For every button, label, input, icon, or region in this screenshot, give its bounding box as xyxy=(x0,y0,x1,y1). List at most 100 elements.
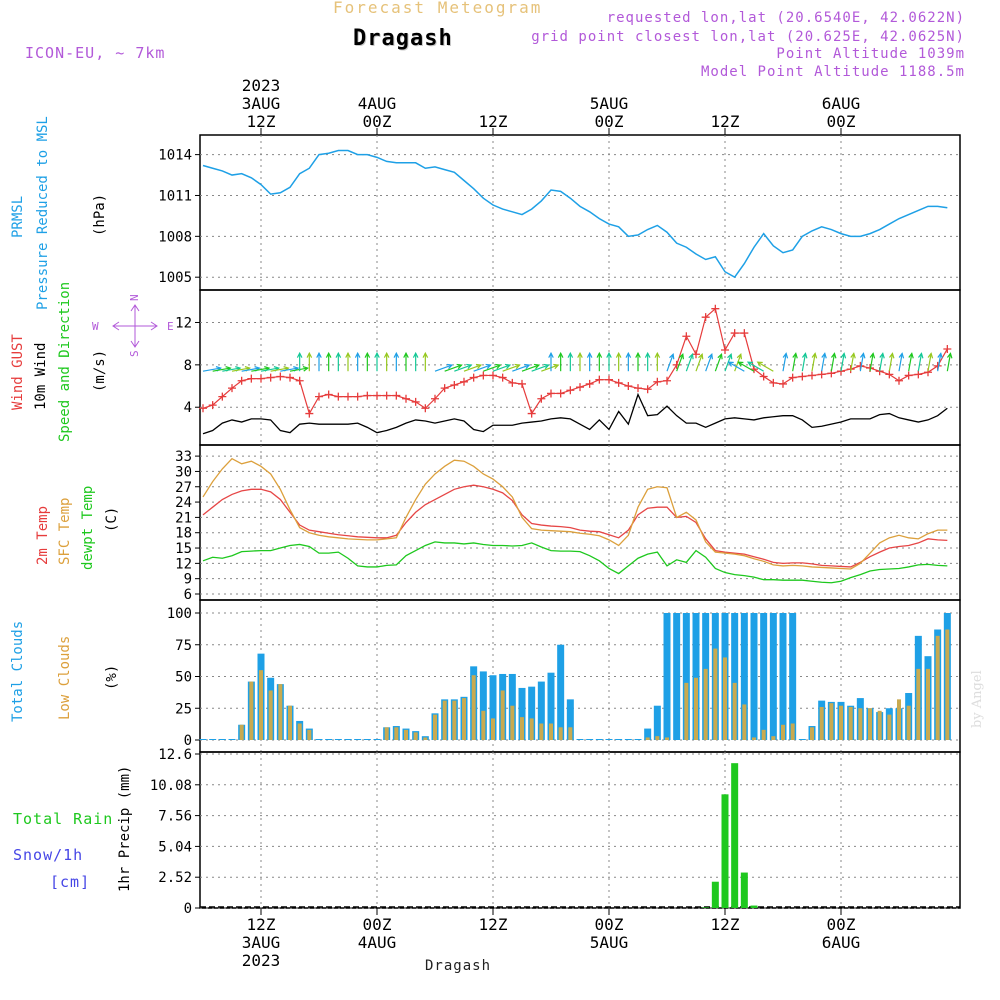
wind-direction-arrow xyxy=(512,364,530,372)
total-cloud-bar xyxy=(595,739,603,740)
gust-marker xyxy=(228,384,236,393)
gust-marker xyxy=(605,375,613,384)
bottom-axis-label: 5AUG xyxy=(590,933,629,952)
gust-marker xyxy=(353,392,362,401)
gust-marker xyxy=(247,374,256,383)
gust-marker xyxy=(421,404,430,413)
low-cloud-bar xyxy=(694,677,698,740)
wind-arrow-head xyxy=(524,363,531,370)
wind-arrow-head xyxy=(364,351,371,358)
total-cloud-bar xyxy=(325,739,333,740)
model-point-altitude: Model Point Altitude 1188.5m xyxy=(700,64,965,80)
low-cloud-bar xyxy=(404,729,408,740)
wind-arrow-head xyxy=(736,353,743,360)
total-cloud-bar xyxy=(199,739,207,740)
wind-direction-arrow xyxy=(724,354,732,372)
wind-direction-arrow xyxy=(811,353,816,372)
wind-direction-arrow xyxy=(492,364,511,372)
rain-label: Total Rain xyxy=(13,810,114,828)
wind-direction-arrow xyxy=(202,367,221,372)
gust-marker xyxy=(498,373,507,382)
wind-arrow-head xyxy=(383,351,390,358)
wind-arrow-head xyxy=(403,351,409,358)
gust-marker xyxy=(779,379,787,388)
wind-direction-arrow xyxy=(946,353,952,372)
wind-direction-arrow xyxy=(801,353,807,372)
low-cloud-bar xyxy=(790,723,795,740)
low-cloud-bar xyxy=(684,682,689,740)
wind-direction-arrow xyxy=(270,367,289,372)
gust-marker xyxy=(769,378,778,387)
sfc-temp-line xyxy=(202,457,948,570)
y-tick-label: 100 xyxy=(167,606,192,622)
gust-marker xyxy=(305,409,314,418)
low-cloud-bar xyxy=(810,727,814,740)
total-cloud-bar xyxy=(528,686,536,740)
y-tick-label: 8 xyxy=(184,358,192,374)
gust-marker xyxy=(885,370,894,379)
y-tick-label: 0 xyxy=(184,901,192,917)
wind-direction-arrow xyxy=(676,354,684,372)
bottom-axis-label: 6AUG xyxy=(822,933,861,952)
y-tick-label: 24 xyxy=(175,495,192,511)
y-tick-label: 12.6 xyxy=(158,747,192,763)
wind-direction-arrow xyxy=(821,353,826,372)
wind-arrow-head xyxy=(393,351,400,358)
wind-arrow-head xyxy=(335,351,342,358)
y-tick-label: 10.08 xyxy=(150,778,192,794)
gust-marker xyxy=(344,392,352,401)
low-cloud-bar xyxy=(771,736,776,740)
gust-marker xyxy=(759,372,768,381)
y-tick-label: 9 xyxy=(184,572,192,588)
wind-arrow-head xyxy=(917,352,924,359)
compass-w: W xyxy=(92,320,99,333)
wind-direction-arrow xyxy=(685,354,694,372)
y-tick-label: 0 xyxy=(184,733,192,749)
y-tick-label: 6 xyxy=(184,587,192,603)
gust-marker xyxy=(286,373,294,382)
gust-marker xyxy=(402,394,410,403)
wind-direction-arrow xyxy=(840,353,845,372)
y-tick-label: 1014 xyxy=(158,148,192,164)
gust-line xyxy=(202,307,948,416)
gust-marker xyxy=(382,391,391,400)
gust-marker xyxy=(711,304,720,313)
wind-arrow-head xyxy=(543,363,550,370)
wind-arrow-head xyxy=(485,363,492,370)
bottom-station-label: Dragash xyxy=(425,958,492,974)
gust-marker xyxy=(373,391,381,400)
wind-arrow-head xyxy=(727,353,733,360)
total-cloud-bar xyxy=(750,613,758,740)
gust-marker xyxy=(808,371,816,380)
gust-marker xyxy=(392,391,401,400)
y-tick-label: 25 xyxy=(175,701,192,717)
gust-marker xyxy=(624,382,633,391)
gust-marker xyxy=(914,370,923,379)
y-tick-label: 33 xyxy=(175,449,192,465)
wind-arrow-head xyxy=(316,351,322,358)
low-cloud-bar xyxy=(645,737,650,740)
low-cloud-bar xyxy=(665,737,669,740)
wind-direction-arrow xyxy=(898,353,903,372)
panel-frame-5 xyxy=(199,751,961,909)
wind-direction-arrow xyxy=(473,364,491,372)
wind-arrow-head xyxy=(495,363,502,370)
wind-arrow-head xyxy=(412,351,419,358)
wind-arrow-head xyxy=(514,363,521,370)
y-tick-label: 30 xyxy=(175,464,192,480)
compass-rose: W E N S xyxy=(92,294,174,357)
wind-arrow-head xyxy=(422,351,429,358)
wind-direction-arrow xyxy=(231,367,250,372)
wind-arrow-head xyxy=(557,351,564,358)
gust-marker xyxy=(895,376,903,385)
low-cloud-bar xyxy=(819,706,824,740)
bottom-axis-label: 00Z xyxy=(363,915,392,934)
total-cloud-bar xyxy=(566,699,574,740)
wind-arrow-head xyxy=(577,351,583,358)
top-axis-label: 12Z xyxy=(479,112,508,131)
wind-arrow-head xyxy=(306,351,313,358)
top-axis-label: 00Z xyxy=(827,112,856,131)
low-cloud-bar xyxy=(839,705,843,740)
wind-arrow-head xyxy=(898,352,905,359)
